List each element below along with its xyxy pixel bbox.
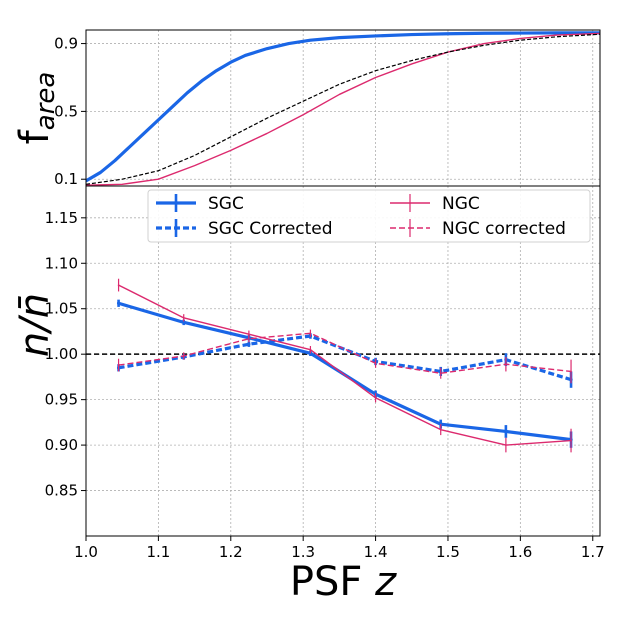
xtick-label-0: 1.0 — [74, 543, 98, 561]
bottom-ytick-label-0: 0.85 — [45, 482, 78, 500]
top-series-ngc — [85, 32, 601, 186]
point-ngc-1 — [182, 317, 185, 319]
bottom-y-axis-label: n/n̄ — [12, 293, 58, 357]
xtick-label-6: 1.6 — [508, 543, 532, 561]
point-sgc-0 — [116, 301, 121, 305]
point-ngc-4 — [374, 397, 377, 399]
bottom-ytick-label-4: 1.05 — [45, 300, 78, 318]
top-series-reference — [85, 33, 601, 185]
xtick-label-1: 1.1 — [146, 543, 170, 561]
top-ytick-label-1: 0.5 — [54, 102, 78, 120]
point-ngc-corrected-2 — [248, 337, 250, 340]
legend-label-sgc-corrected: SGC Corrected — [208, 219, 333, 239]
legend-box — [147, 189, 591, 243]
bottom-axes-frame — [85, 185, 601, 537]
x-axis-label: PSF z — [290, 559, 397, 605]
series-sgc-corrected — [118, 334, 572, 382]
point-sgc-6 — [504, 429, 508, 434]
bottom-ytick-label-2: 0.95 — [45, 391, 78, 409]
series-sgc — [118, 301, 572, 442]
top-ytick-label-0: 0.1 — [54, 170, 78, 188]
series-ngc — [118, 284, 572, 446]
top-axes-frame — [85, 29, 601, 187]
legend-label-ngc: NGC — [442, 194, 480, 214]
point-ngc-3 — [309, 348, 312, 351]
point-sgc-corrected-2 — [247, 342, 251, 346]
bottom-panel: 1.0 1.1 1.2 1.3 1.4 1.5 1.6 1.7 0.85 0.90 0.95 1.00… — [45, 185, 605, 561]
xtick-label-5: 1.5 — [436, 543, 460, 561]
point-ngc-corrected-0 — [117, 364, 120, 366]
point-sgc-1 — [182, 320, 186, 324]
legend: SGC NGC SGC Corrected NGC corrected — [147, 189, 591, 243]
point-ngc-corrected-6 — [505, 363, 507, 365]
point-ngc-7 — [570, 439, 572, 442]
point-ngc-corrected-3 — [309, 332, 312, 335]
bottom-ytick-label-5: 1.10 — [45, 254, 78, 272]
point-ngc-2 — [248, 333, 250, 335]
top-y-axis-label: farea — [12, 72, 61, 145]
top-panel: 0.1 0.5 0.9 — [54, 29, 601, 188]
point-ngc-0 — [117, 284, 120, 286]
bottom-ytick-label-6: 1.15 — [45, 209, 78, 227]
point-ngc-corrected-5 — [439, 372, 442, 375]
series-ngc-corrected — [118, 332, 572, 374]
bottom-ytick-label-3: 1.00 — [45, 345, 78, 363]
xtick-label-2: 1.2 — [219, 543, 243, 561]
top-series-sgc — [85, 31, 600, 183]
xtick-label-7: 1.7 — [581, 543, 605, 561]
point-ngc-corrected-7 — [570, 370, 572, 373]
point-ngc-5 — [439, 428, 442, 431]
legend-label-sgc: SGC — [208, 194, 244, 214]
xtick-label-3: 1.3 — [291, 543, 315, 561]
point-ngc-6 — [505, 444, 507, 446]
point-ngc-corrected-4 — [374, 362, 377, 365]
point-ngc-corrected-1 — [182, 355, 185, 357]
xtick-label-4: 1.4 — [364, 543, 388, 561]
top-ytick-label-2: 0.9 — [54, 35, 78, 53]
bottom-ytick-label-1: 0.90 — [45, 436, 78, 454]
legend-label-ngc-corrected: NGC corrected — [442, 219, 566, 239]
